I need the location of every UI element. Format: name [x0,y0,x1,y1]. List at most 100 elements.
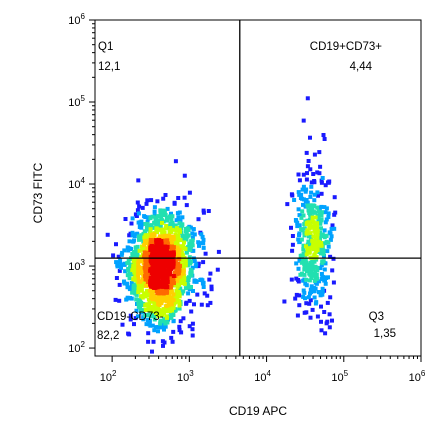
event-dot [324,217,329,222]
event-dot [182,281,187,286]
event-dot [311,203,316,208]
event-dot [164,216,169,221]
y-axis-title: CD73 FITC [31,162,45,223]
event-dot [152,220,157,225]
event-dot [161,269,166,274]
event-dot [125,281,129,286]
event-dot [317,235,322,240]
event-dot [323,331,328,336]
event-dot [169,217,174,222]
event-dot [318,243,323,248]
event-dot [302,233,307,238]
x-tick-label: 106 [409,369,426,384]
event-dot [152,314,156,319]
event-dot [313,265,318,270]
x-tick-label: 102 [100,369,117,384]
event-dot [142,246,146,251]
event-dot [156,241,161,246]
event-dot [306,159,311,163]
event-dot [143,229,148,234]
quadrant-q1-name: Q1 [98,41,113,53]
event-dot [128,296,133,300]
event-dot [320,176,325,180]
event-dot [313,215,318,220]
event-dot [296,190,301,195]
event-dot [328,254,333,259]
event-dot [315,276,320,281]
event-dot [177,228,182,233]
event-dot [154,240,159,245]
quadrant-cd19pos-cd73pos-name: CD19+CD73+ [310,41,383,53]
event-dot [306,234,311,239]
event-dot [164,304,169,308]
event-dot [122,248,127,253]
event-dot [172,281,176,286]
event-dot [130,251,135,256]
event-dot [313,270,318,275]
event-dot [177,299,182,304]
event-dot [296,237,301,242]
event-dot [173,293,178,298]
event-dot [145,313,150,318]
event-dot [160,308,165,313]
event-dot [308,315,313,320]
event-dot [169,335,174,340]
event-dot [191,289,195,293]
event-dot [199,302,204,307]
event-dot [152,317,157,322]
event-dot [193,264,198,269]
event-dot [187,324,192,329]
event-dot [143,251,148,255]
event-dot [133,277,138,282]
event-dot [332,195,337,200]
event-dot [316,290,321,295]
event-dot [150,214,155,219]
event-dot [144,283,148,288]
event-dot [190,327,195,332]
event-dot [150,289,155,294]
event-dot [149,241,154,246]
event-dot [316,209,321,214]
event-dot [163,324,168,329]
event-dot [168,226,173,230]
event-dot [161,196,166,201]
event-dot [170,222,175,227]
event-dot [160,325,164,330]
event-dot [113,297,118,302]
event-dot [182,173,187,178]
event-dot [170,339,175,344]
event-dot [296,172,301,177]
event-dot [297,303,302,308]
event-dot [300,187,305,192]
event-dot [111,253,116,258]
event-dot [118,258,123,263]
event-dot [117,298,122,303]
event-dot [159,216,164,220]
event-dot [150,247,155,252]
event-dot [114,276,119,280]
event-dot [173,258,178,263]
event-dot [143,308,148,312]
event-dot [201,210,206,215]
event-dot [127,233,132,238]
event-dot [306,262,311,267]
event-dot [158,250,162,254]
event-dot [314,257,319,262]
event-dot [216,249,221,254]
event-dot [159,254,164,259]
event-dot [181,270,186,275]
event-dot [145,236,150,240]
event-dot [187,298,192,303]
event-dot [133,212,138,217]
event-dot [179,251,184,255]
event-dot [138,303,143,307]
event-dot [135,231,140,236]
event-dot [322,267,327,272]
event-dot [180,291,184,296]
event-dot [330,318,334,323]
event-dot [189,239,194,244]
event-dot [308,260,313,265]
event-dot [173,300,178,305]
event-dot [304,283,309,288]
event-dot [310,224,315,229]
